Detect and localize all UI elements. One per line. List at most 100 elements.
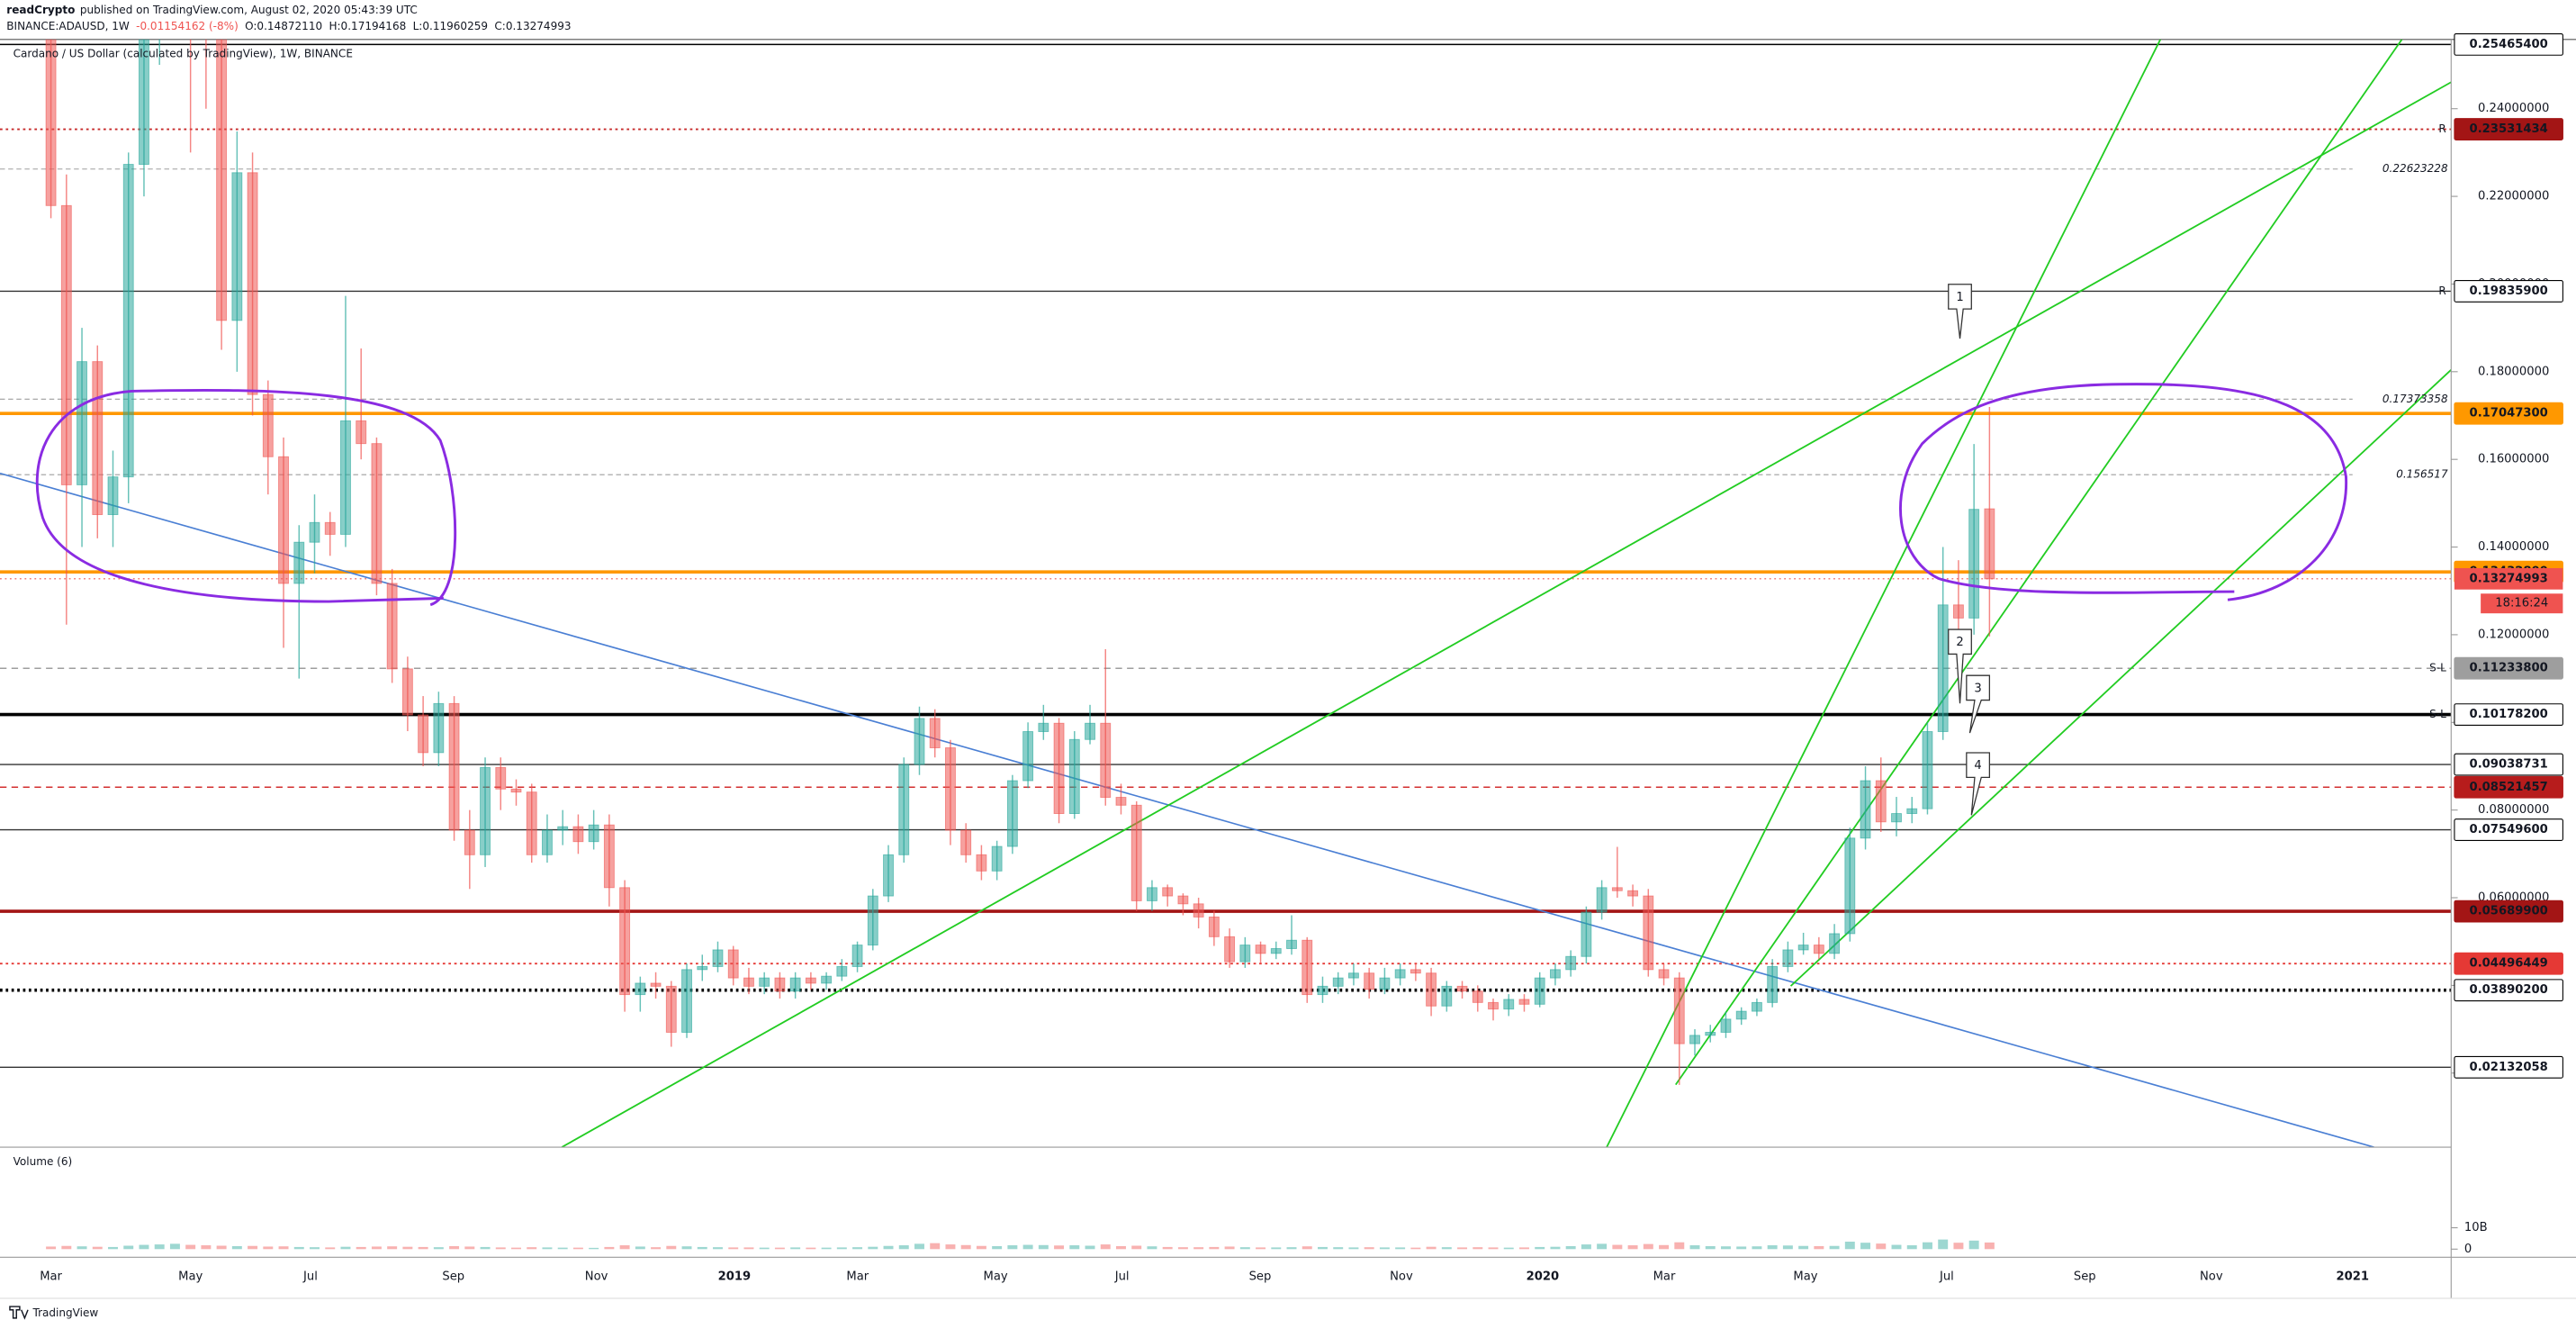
price-badge-label: 0.05689900	[2470, 905, 2548, 918]
candle-body	[1860, 780, 1871, 839]
candle-body	[1364, 972, 1375, 990]
candle-body	[1488, 1001, 1499, 1010]
candle-body	[1068, 738, 1080, 814]
volume-bar	[511, 1247, 521, 1250]
candle-body	[480, 766, 491, 855]
volume-bar	[464, 1246, 475, 1250]
candle-body	[774, 977, 786, 992]
volume-bar	[976, 1245, 986, 1250]
x-tick-label: Nov	[1390, 1270, 1413, 1284]
volume-bar	[1193, 1247, 1204, 1250]
volume-bar	[77, 1246, 87, 1250]
candle-body	[727, 949, 739, 979]
candle-body	[1503, 999, 1515, 1010]
volume-bar	[1069, 1245, 1080, 1250]
volume-bar	[759, 1247, 770, 1250]
author: readCrypto	[6, 3, 75, 15]
volume-bar	[1473, 1247, 1483, 1250]
price-badge-label: 0.08521457	[2470, 781, 2548, 794]
candle-body	[665, 985, 677, 1033]
volume-bar	[1022, 1244, 1033, 1250]
candle-body	[759, 977, 770, 987]
candle-body	[1302, 939, 1313, 996]
change: -0.01154162 (-8%)	[136, 20, 239, 32]
x-tick-label: Mar	[40, 1270, 62, 1284]
candle-body	[914, 718, 925, 765]
candle-body	[526, 791, 537, 855]
level-tag: S-L	[2429, 708, 2446, 720]
candle-body	[1085, 722, 1095, 740]
volume-bar	[1612, 1244, 1623, 1250]
volume-bar	[1085, 1245, 1095, 1250]
volume-bar	[1829, 1245, 1840, 1250]
candle-body	[1410, 969, 1421, 974]
candle-body	[309, 521, 320, 543]
price-badge	[2454, 402, 2563, 425]
plot-area: 1 2 3 4	[0, 39, 2452, 1148]
candle-body	[1782, 949, 1794, 967]
volume-bar	[1131, 1245, 1142, 1250]
volume-bar	[1302, 1246, 1312, 1250]
symbol: BINANCE:ADAUSD, 1W	[6, 20, 130, 32]
candle-body	[418, 714, 429, 754]
volume-bar	[201, 1245, 212, 1250]
volume-bar	[1488, 1247, 1499, 1250]
candle-body	[821, 975, 833, 984]
candle-body	[991, 845, 1003, 872]
levels	[0, 43, 2452, 1069]
candle-body	[603, 824, 615, 889]
price-badge-label: 0.11233800	[2470, 662, 2548, 675]
candle-body	[681, 969, 692, 1033]
volume-bar	[666, 1245, 677, 1250]
volume-bar	[883, 1245, 894, 1250]
price-badge	[2454, 753, 2563, 776]
footer: TradingView	[32, 1306, 99, 1319]
candle-body	[1100, 722, 1112, 798]
candle-body	[1984, 508, 1995, 580]
volume-bar	[293, 1246, 304, 1250]
candle-body	[1627, 890, 1639, 897]
candle-body	[1255, 945, 1266, 954]
candle-body	[1611, 887, 1623, 891]
volume-bar	[1395, 1247, 1406, 1250]
volume-bar	[1147, 1246, 1157, 1250]
x-tick-label: Jul	[302, 1270, 318, 1284]
candle-body	[60, 204, 72, 485]
volume-bar	[1271, 1247, 1282, 1250]
candle-body	[1565, 955, 1577, 971]
volume-pane	[46, 1239, 1995, 1250]
volume-bar	[1891, 1244, 1902, 1250]
candle-body	[231, 172, 243, 321]
ohlc: C:0.13274993	[494, 20, 571, 32]
candle-body	[712, 949, 724, 967]
volume-bar	[449, 1245, 460, 1250]
price-badge-label: 0.04496449	[2470, 957, 2548, 971]
volume-bar	[1007, 1245, 1018, 1250]
candle-body	[1767, 965, 1779, 1003]
candle-body	[1922, 731, 1933, 809]
header-line: readCrypto published on TradingView.com, …	[6, 3, 417, 15]
candle-body	[1844, 837, 1856, 935]
ohlc: L:0.11960259	[413, 20, 488, 32]
volume-bar	[1256, 1247, 1266, 1250]
x-tick-label: Mar	[1653, 1270, 1676, 1284]
volume-bar	[1100, 1244, 1111, 1250]
y-tick-label: 0.12000000	[2478, 628, 2549, 641]
price-badge	[2454, 118, 2563, 140]
candle-body	[262, 393, 274, 457]
price-badge	[2454, 979, 2563, 1002]
price-badge	[2454, 656, 2563, 680]
price-badge	[2454, 952, 2563, 975]
candle-body	[1751, 1001, 1762, 1012]
volume-bar	[356, 1246, 366, 1250]
countdown-badge	[2481, 593, 2563, 614]
price-badge	[2454, 703, 2563, 727]
volume-bar	[1876, 1243, 1887, 1250]
y-tick-label: 0.22000000	[2478, 190, 2549, 203]
volume-bar	[557, 1247, 568, 1250]
candle-body	[1426, 972, 1437, 1007]
volume-bar	[1798, 1245, 1809, 1250]
volume-bar	[1814, 1245, 1824, 1250]
volume-bar	[1441, 1247, 1452, 1250]
candle-body	[77, 361, 87, 485]
